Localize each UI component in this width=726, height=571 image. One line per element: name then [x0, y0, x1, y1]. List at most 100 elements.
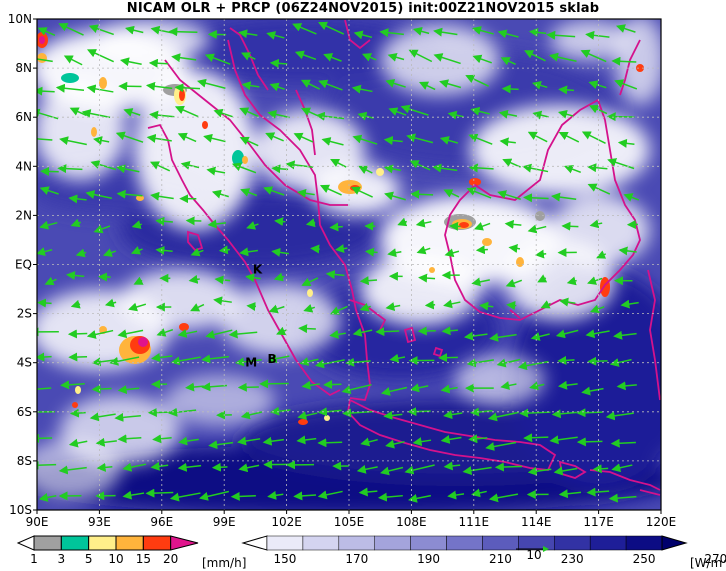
wind-vector [470, 106, 490, 116]
wind-vector [188, 274, 200, 284]
lat-tick-label: 6N [15, 110, 32, 124]
wind-vector [122, 490, 145, 500]
wind-vector [37, 460, 57, 470]
wind-vector [273, 272, 285, 282]
wind-vector [449, 221, 461, 231]
olr-unit-label: [W/m^2] [690, 556, 726, 570]
wind-vector [494, 462, 523, 472]
wind-vector [177, 462, 202, 472]
wind-vector [39, 186, 59, 195]
wind-vector [174, 105, 199, 118]
wind-vector [587, 163, 608, 173]
wind-vector [305, 218, 316, 228]
wind-vector [145, 81, 173, 91]
wind-vector [356, 464, 378, 474]
wind-vector [95, 437, 117, 447]
wind-vector [589, 219, 603, 229]
wind-vector [293, 132, 314, 143]
olr-colorbar-segment [625, 535, 663, 551]
wind-vector [400, 104, 429, 116]
olr-colorbar-segment [589, 535, 627, 551]
wind-vector [269, 58, 288, 68]
wind-vector [610, 438, 636, 448]
wind-vector [75, 248, 87, 258]
wind-vector [271, 164, 289, 174]
wind-vector [293, 491, 317, 501]
wind-vector [239, 247, 259, 257]
wind-vector [410, 189, 434, 199]
wind-vector [239, 136, 259, 147]
wind-vector [468, 163, 494, 173]
wind-vector [150, 461, 169, 471]
wind-vector [587, 276, 603, 285]
wind-vector [361, 53, 377, 62]
precip-colorbar-label: 3 [58, 552, 66, 566]
wind-vector [580, 49, 607, 63]
precip-colorbar-segment [33, 535, 62, 551]
precip-colorbar-lower-cap [16, 535, 35, 551]
wind-vector [270, 406, 291, 416]
wind-vector [387, 248, 402, 258]
wind-vector [546, 30, 576, 40]
wind-vector [529, 381, 545, 391]
wind-vector [587, 356, 608, 366]
wind-vector [500, 57, 516, 66]
wind-vector [88, 24, 114, 36]
wind-vector [558, 131, 580, 143]
precip-colorbar-segment [115, 535, 144, 551]
wind-vector [532, 110, 549, 120]
wind-vector [360, 437, 378, 447]
wind-vector [37, 27, 56, 37]
wind-vector [91, 384, 112, 394]
wind-vector [487, 411, 519, 422]
wind-vector [231, 162, 257, 174]
wind-vector [359, 276, 378, 286]
wind-vector [319, 184, 342, 196]
wind-vector [609, 358, 632, 367]
wind-vector [447, 110, 464, 120]
wind-vector [443, 410, 463, 420]
wind-vector [124, 25, 144, 35]
wind-vector [409, 160, 431, 171]
wind-vectors [37, 21, 640, 503]
wind-vector [330, 305, 348, 315]
wind-vector [488, 493, 519, 503]
wind-vector [267, 490, 284, 500]
wind-vector [412, 437, 432, 447]
precip-colorbar-segment [142, 535, 172, 551]
wind-vector [359, 302, 371, 312]
lat-tick-label: EQ [15, 258, 32, 272]
wind-vector [269, 82, 285, 92]
olr-colorbar-segment [338, 535, 375, 551]
wind-vector [81, 109, 111, 119]
wind-vector [241, 52, 256, 61]
wind-vector [466, 358, 494, 368]
wind-vector [93, 136, 110, 145]
wind-vector [190, 303, 205, 312]
wind-vector [563, 164, 582, 174]
wind-vector [466, 187, 492, 199]
wind-vector [301, 380, 320, 390]
wind-vector [498, 109, 518, 119]
olr-colorbar: 150170190210230250270290 [241, 535, 726, 566]
lon-tick-label: 108E [396, 515, 427, 529]
wind-vector [345, 357, 371, 367]
wind-vector [116, 189, 143, 199]
wind-vector [385, 302, 401, 311]
olr-colorbar-segment [302, 535, 340, 551]
wind-vector [240, 188, 258, 197]
olr-colorbar-segment [482, 535, 519, 551]
wind-vector [155, 216, 173, 226]
wind-vector [531, 81, 548, 90]
lon-tick-label: 111E [459, 515, 490, 529]
wind-vector [265, 132, 284, 142]
wind-vector [397, 217, 408, 227]
wind-vector [204, 53, 231, 65]
wind-vector [468, 434, 488, 444]
wind-vector [44, 276, 57, 286]
reference-vector-label: 10 [526, 548, 541, 562]
wind-vector [58, 23, 84, 36]
wind-vector [213, 296, 232, 306]
station-markers: K M B [245, 262, 276, 369]
